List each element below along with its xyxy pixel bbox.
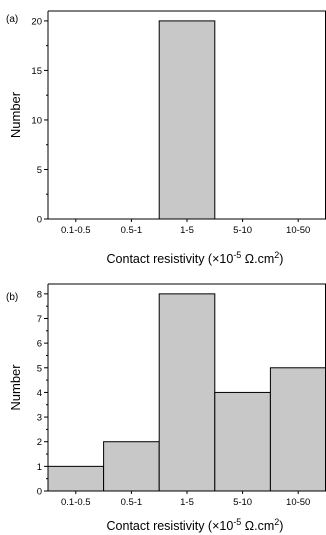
y-tick-label: 0	[37, 215, 42, 226]
x-tick-label: 5-10	[233, 497, 252, 508]
y-tick-label: 8	[37, 289, 42, 300]
y-tick-label: 0	[37, 487, 42, 498]
x-tick-label: 0.1-0.5	[61, 497, 91, 508]
bar-5-10	[214, 391, 271, 492]
panel-label: (b)	[6, 292, 18, 303]
y-tick-label: 2	[37, 437, 42, 448]
panel-label: (a)	[6, 14, 18, 25]
y-tick-label: 20	[31, 16, 42, 27]
y-tick-label: 15	[31, 66, 42, 77]
x-tick-label: 10-50	[286, 497, 310, 508]
y-tick-label: 5	[37, 165, 42, 176]
x-tick-label: 1-5	[180, 225, 194, 236]
bar-10-50	[269, 367, 326, 492]
y-tick-label: 6	[37, 339, 42, 350]
chart-panel-1: 0 5 10 15 20 0.1-0.5 0.5-1 1-5 5-10 10-50 Number Co…	[6, 10, 326, 266]
bar-1-5	[158, 293, 216, 492]
x-tick-label: 0.5-1	[121, 497, 143, 508]
x-axis-label: Contact resistivity (×10-5 Ω.cm2)	[107, 250, 284, 266]
y-tick-label: 1	[37, 462, 42, 473]
y-tick-label: 5	[37, 363, 42, 374]
y-tick-label: 4	[37, 388, 42, 399]
bar-0.1-0.5	[47, 465, 105, 492]
x-tick-label: 0.5-1	[121, 225, 143, 236]
x-tick-label: 0.1-0.5	[61, 225, 91, 236]
x-tick-label: 5-10	[233, 225, 252, 236]
x-tick-label: 1-5	[180, 497, 194, 508]
y-axis-label: Number	[8, 364, 23, 411]
y-tick-label: 10	[31, 115, 42, 126]
bar-1-5	[158, 20, 216, 220]
y-axis-label: Number	[8, 91, 23, 138]
chart-panel-2: 0 1 2 3 4 5 6 7 8 0.1-0.5 0.5-1 1-5 5-10 10-50 Number C…	[6, 283, 326, 533]
y-tick-label: 3	[37, 413, 42, 424]
y-tick-label: 7	[37, 314, 42, 325]
bar-0.5-1	[103, 441, 160, 492]
x-tick-label: 10-50	[286, 225, 310, 236]
x-axis-label: Contact resistivity (×10-5 Ω.cm2)	[107, 517, 284, 533]
